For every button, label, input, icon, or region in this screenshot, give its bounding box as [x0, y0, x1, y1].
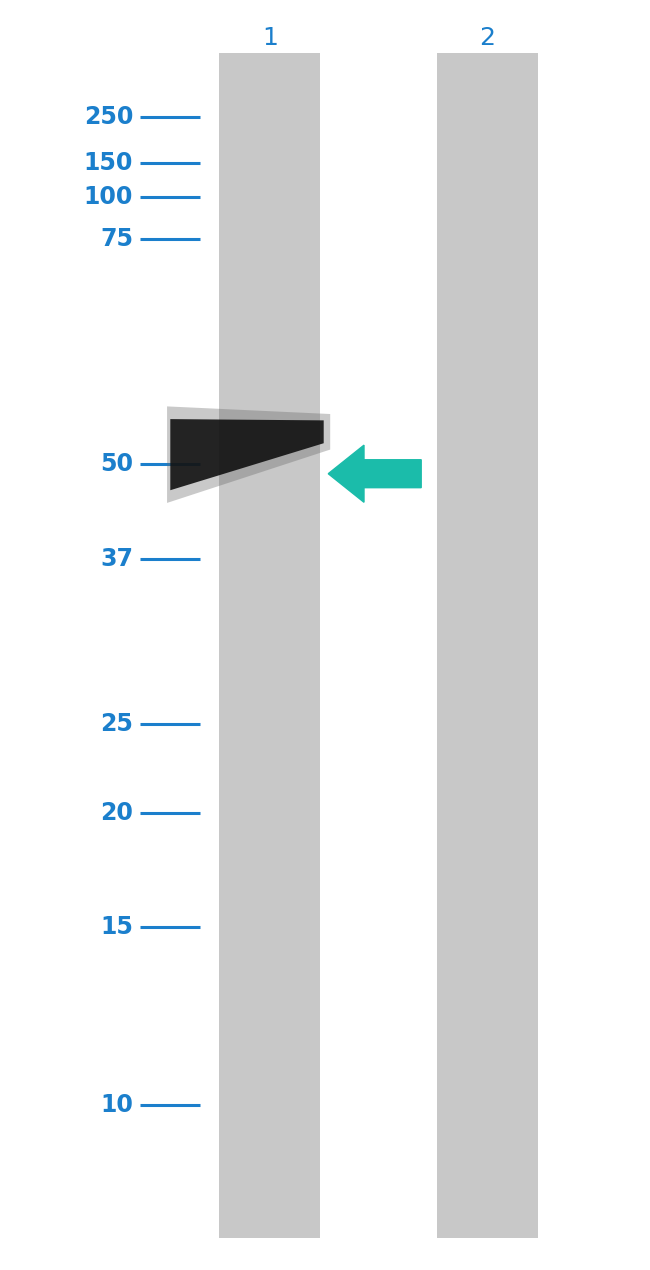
Bar: [437, 53, 538, 1238]
Text: 75: 75: [100, 227, 133, 250]
Text: 20: 20: [100, 801, 133, 824]
Text: 15: 15: [100, 916, 133, 939]
Polygon shape: [170, 419, 324, 490]
Text: 250: 250: [84, 105, 133, 128]
FancyArrow shape: [328, 446, 421, 502]
Text: 25: 25: [100, 712, 133, 735]
Bar: [219, 53, 320, 1238]
Text: 37: 37: [100, 547, 133, 570]
Text: 150: 150: [84, 151, 133, 174]
Polygon shape: [167, 406, 330, 503]
Text: 2: 2: [480, 27, 495, 50]
Text: 1: 1: [262, 27, 278, 50]
Text: 10: 10: [100, 1093, 133, 1116]
Text: 100: 100: [84, 185, 133, 208]
Text: 50: 50: [100, 452, 133, 475]
